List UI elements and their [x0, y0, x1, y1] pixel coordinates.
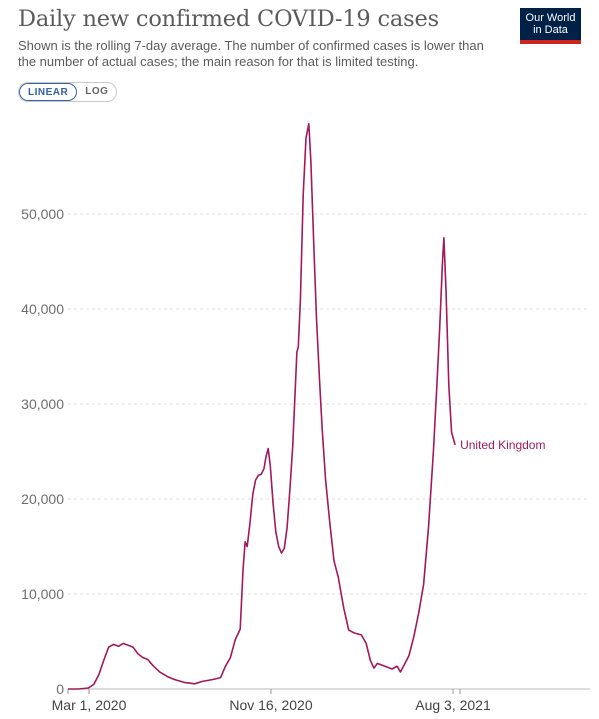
series-line-united-kingdom[interactable]	[68, 123, 456, 690]
y-axis-ticks: 0 10,000 20,000 30,000 40,000 50,000	[21, 206, 64, 697]
linear-scale-button[interactable]: LINEAR	[19, 83, 78, 101]
log-scale-button[interactable]: LOG	[85, 86, 109, 97]
y-tick-label: 20,000	[21, 491, 64, 507]
grid-lines	[68, 213, 590, 690]
x-tick-label: Aug 3, 2021	[415, 697, 491, 713]
x-tick-label: Mar 1, 2020	[52, 697, 127, 713]
y-tick-label: 0	[56, 681, 64, 697]
y-tick-label: 40,000	[21, 301, 64, 317]
series-label-united-kingdom[interactable]: United Kingdom	[460, 438, 545, 452]
x-axis-ticks: Mar 1, 2020 Nov 16, 2020 Aug 3, 2021	[52, 689, 491, 713]
owid-logo[interactable]: Our World in Data	[520, 8, 581, 44]
y-tick-label: 50,000	[21, 206, 64, 222]
y-tick-label: 30,000	[21, 396, 64, 412]
chart-subtitle: Shown is the rolling 7-day average. The …	[18, 38, 484, 69]
chart-title: Daily new confirmed COVID-19 cases	[18, 6, 439, 32]
y-tick-label: 10,000	[21, 586, 64, 602]
x-tick-label: Nov 16, 2020	[229, 697, 312, 713]
logo-line-2: in Data	[533, 24, 568, 36]
scale-toggle: LINEAR LOG	[18, 82, 118, 102]
logo-line-1: Our World	[525, 12, 576, 24]
